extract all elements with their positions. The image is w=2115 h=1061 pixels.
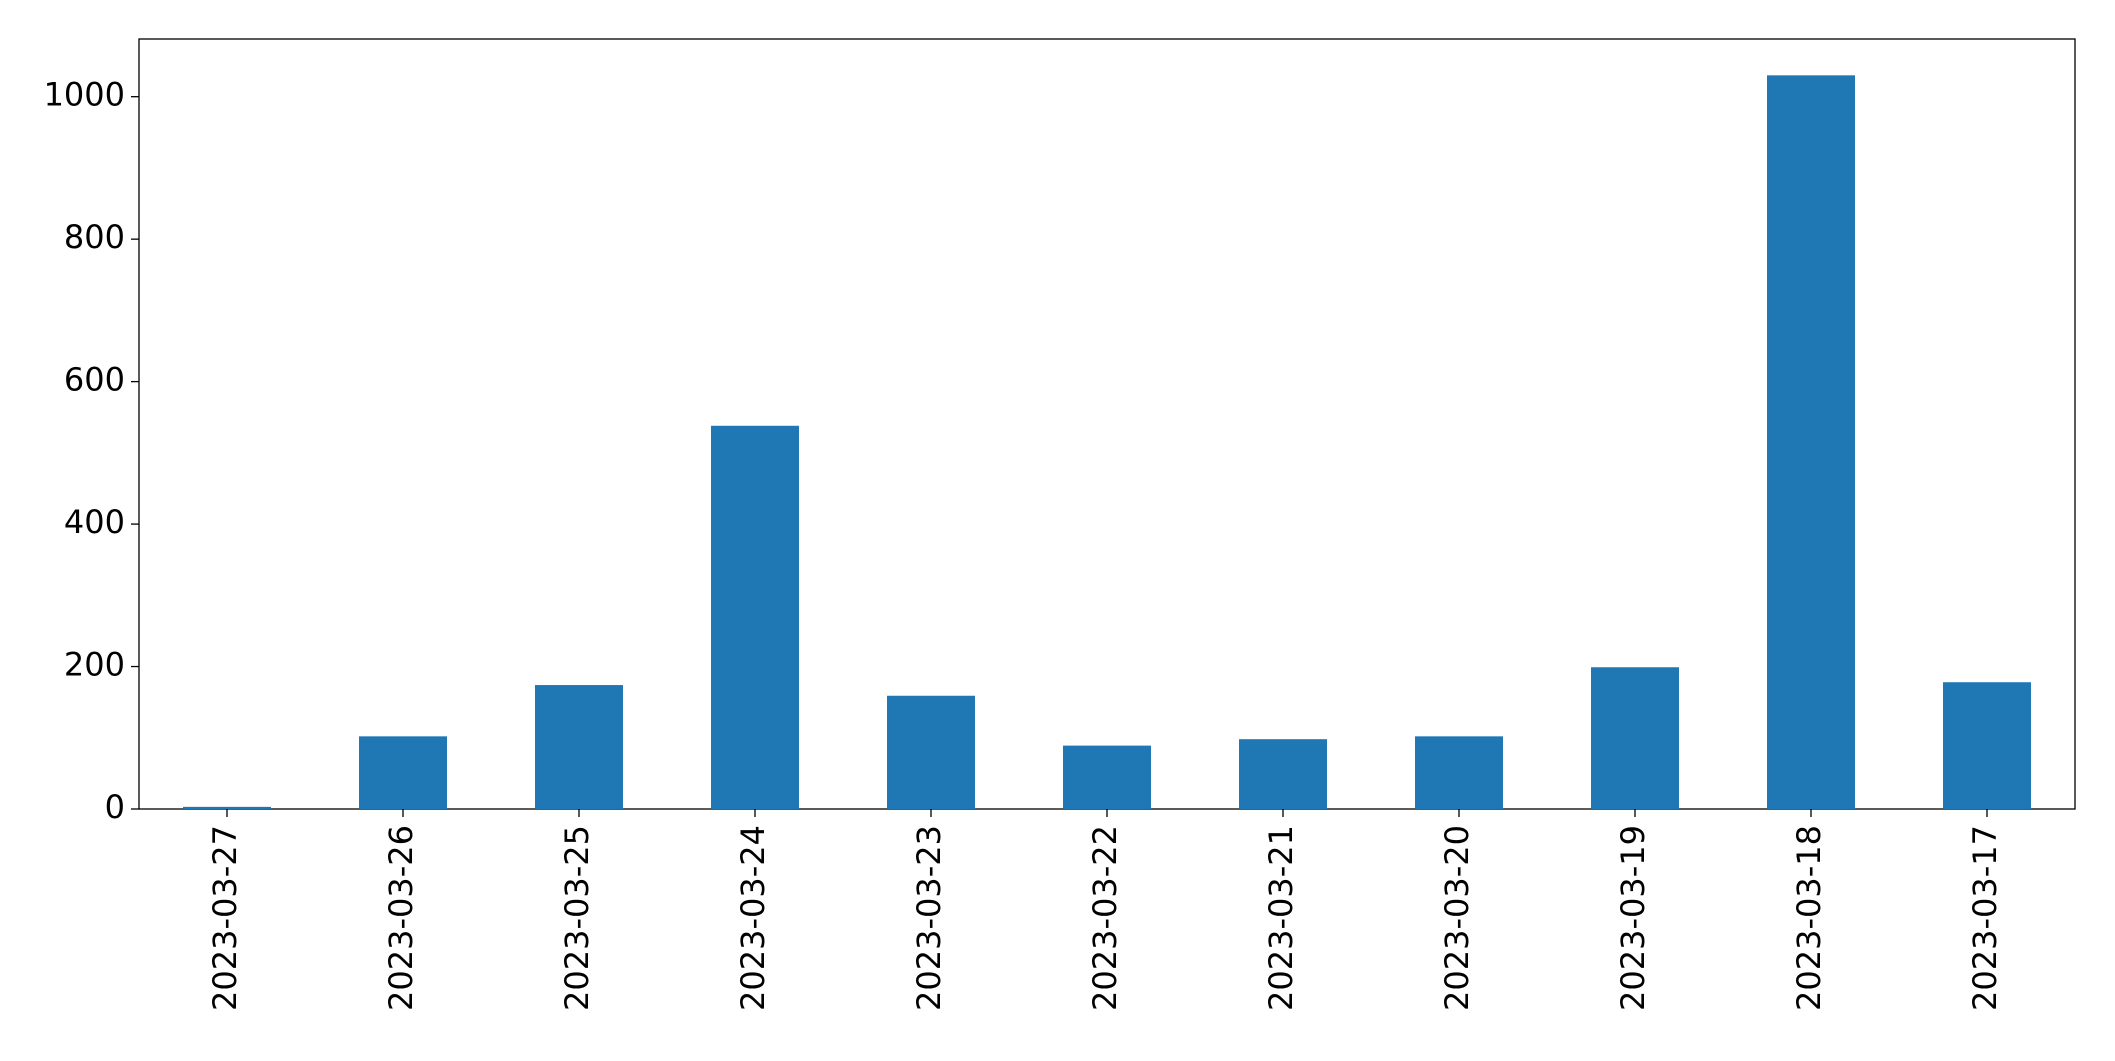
bar bbox=[359, 736, 447, 809]
x-tick-label: 2023-03-19 bbox=[1614, 825, 1652, 1011]
bar bbox=[535, 685, 623, 809]
bar bbox=[1239, 739, 1327, 809]
y-tick-label: 1000 bbox=[44, 76, 125, 114]
bar bbox=[183, 806, 271, 809]
y-tick-label: 800 bbox=[64, 218, 125, 256]
x-tick-label: 2023-03-25 bbox=[558, 825, 596, 1011]
x-tick-label: 2023-03-17 bbox=[1966, 825, 2004, 1011]
bar bbox=[1767, 75, 1855, 810]
bar bbox=[1591, 667, 1679, 809]
x-tick-label: 2023-03-22 bbox=[1086, 825, 1124, 1011]
x-tick-label: 2023-03-18 bbox=[1790, 825, 1828, 1011]
bar bbox=[887, 695, 975, 809]
x-tick-label: 2023-03-27 bbox=[206, 825, 244, 1011]
y-tick-label: 0 bbox=[105, 788, 125, 826]
bar bbox=[1415, 736, 1503, 809]
bar bbox=[1063, 745, 1151, 809]
bar bbox=[711, 425, 799, 809]
bar bbox=[1943, 682, 2031, 809]
x-tick-label: 2023-03-26 bbox=[382, 825, 420, 1011]
y-tick-label: 400 bbox=[64, 503, 125, 541]
x-tick-label: 2023-03-21 bbox=[1262, 825, 1300, 1011]
y-tick-label: 600 bbox=[64, 361, 125, 399]
y-tick-label: 200 bbox=[64, 646, 125, 684]
x-tick-label: 2023-03-24 bbox=[734, 825, 772, 1011]
x-tick-label: 2023-03-20 bbox=[1438, 825, 1476, 1011]
x-tick-label: 2023-03-23 bbox=[910, 825, 948, 1011]
